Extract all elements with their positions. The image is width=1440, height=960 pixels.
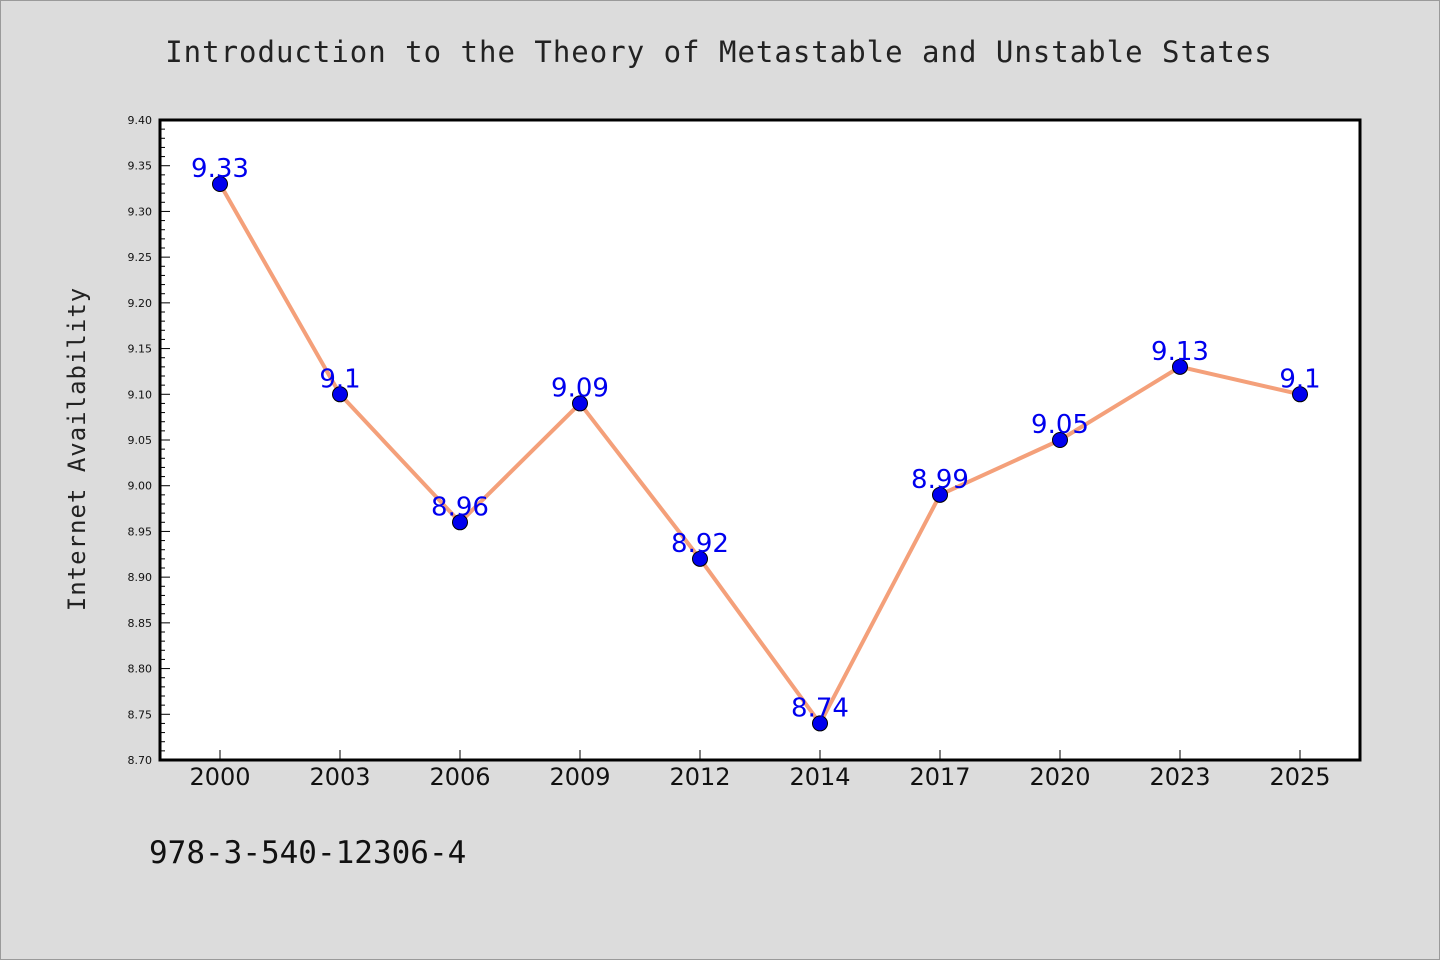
data-label: 8.99 [911, 465, 969, 495]
x-tick-label: 2020 [1029, 763, 1090, 791]
y-tick-label: 9.20 [128, 297, 153, 310]
data-point [812, 715, 828, 732]
isbn-text: 978-3-540-12306-4 [149, 835, 467, 871]
data-point [212, 176, 228, 192]
y-tick-label: 8.75 [128, 708, 153, 721]
y-tick-label: 9.00 [128, 480, 153, 493]
data-point [1052, 432, 1068, 448]
x-tick-label: 2003 [309, 763, 370, 791]
y-tick-label: 8.80 [128, 663, 153, 676]
data-point [452, 514, 468, 531]
data-point [692, 550, 708, 567]
chart-title: Introduction to the Theory of Metastable… [165, 35, 1273, 69]
y-tick-label: 9.30 [128, 205, 153, 218]
data-label: 9.1 [319, 364, 360, 394]
data-point [1172, 358, 1188, 375]
x-tick-label: 2009 [549, 763, 610, 791]
data-label: 9.05 [1031, 410, 1089, 440]
y-tick-label: 9.15 [128, 343, 153, 356]
y-tick-label: 9.25 [128, 251, 153, 264]
plot-border [158, 118, 1362, 762]
data-label: 9.13 [1151, 337, 1209, 367]
series-line [218, 183, 1301, 726]
y-tick-label: 9.35 [128, 160, 153, 173]
data-label: 8.92 [671, 529, 729, 559]
x-tick-label: 2017 [909, 763, 970, 791]
data-point [572, 395, 588, 412]
y-tick-label: 8.70 [128, 754, 153, 767]
data-label: 8.74 [791, 693, 849, 723]
x-tick-label: 2025 [1269, 763, 1330, 791]
data-label: 8.96 [431, 492, 489, 522]
y-tick-label: 9.10 [128, 388, 153, 401]
y-tick-label: 9.05 [128, 434, 153, 447]
data-point [332, 386, 348, 403]
x-tick-label: 2023 [1149, 763, 1210, 791]
x-tick-label: 2012 [669, 763, 730, 791]
x-tick-label: 2014 [789, 763, 850, 791]
y-tick-label: 9.40 [128, 114, 153, 127]
data-point [1292, 386, 1308, 403]
y-tick-label: 8.85 [128, 617, 153, 630]
x-tick-label: 2006 [429, 763, 490, 791]
y-tick-label: 8.90 [128, 571, 153, 584]
data-point [932, 486, 948, 503]
plot-area [160, 120, 1360, 760]
x-tick-label: 2000 [189, 763, 250, 791]
data-label: 9.1 [1279, 364, 1320, 394]
data-label: 9.33 [191, 154, 249, 184]
y-tick-label: 8.95 [128, 525, 153, 538]
data-label: 9.09 [551, 373, 609, 403]
